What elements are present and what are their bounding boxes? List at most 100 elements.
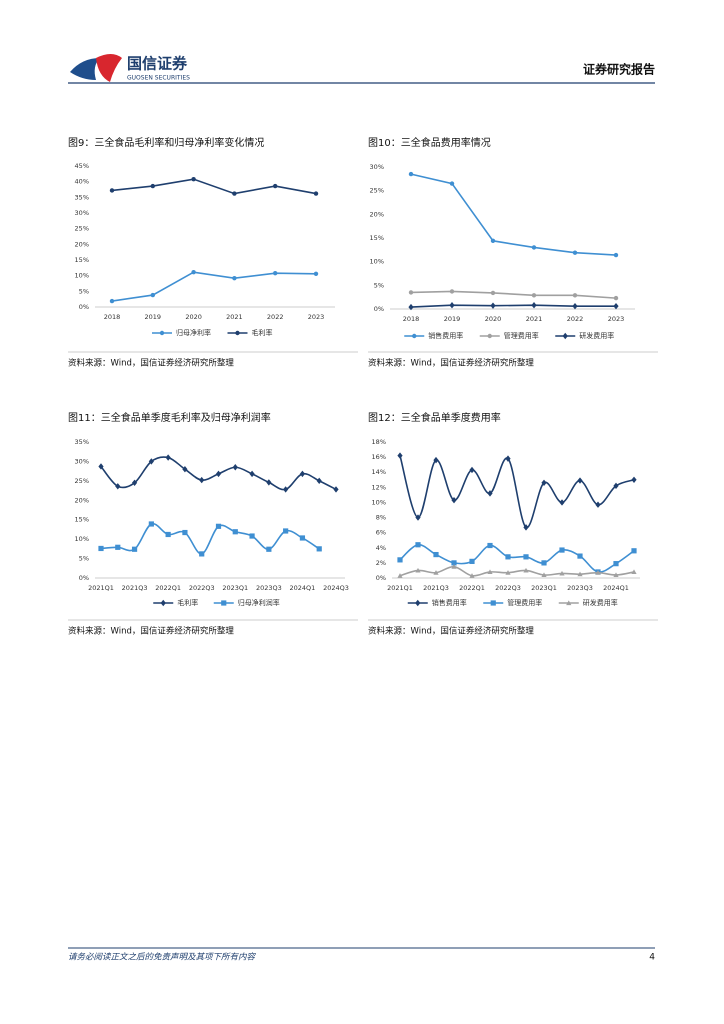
legend-label: 销售费用率 bbox=[432, 598, 467, 607]
marker bbox=[266, 546, 272, 552]
marker bbox=[487, 490, 493, 497]
marker bbox=[523, 567, 529, 573]
page-number: 4 bbox=[649, 953, 655, 963]
y-tick-label: 25% bbox=[75, 225, 89, 233]
marker bbox=[316, 477, 322, 485]
y-tick-label: 20% bbox=[370, 210, 384, 218]
marker bbox=[451, 496, 457, 504]
legend-label: 归母净利润率 bbox=[238, 598, 280, 607]
marker bbox=[613, 561, 619, 567]
marker bbox=[415, 567, 421, 573]
legend-marker bbox=[221, 600, 227, 606]
y-tick-label: 10% bbox=[372, 498, 386, 506]
legend-label: 毛利率 bbox=[177, 598, 198, 607]
marker bbox=[109, 188, 115, 193]
marker bbox=[131, 479, 138, 486]
marker bbox=[299, 535, 306, 541]
marker bbox=[115, 544, 121, 550]
y-tick-label: 10% bbox=[370, 258, 384, 266]
brand: 国信证券 bbox=[127, 55, 188, 73]
y-tick-label: 45% bbox=[75, 162, 89, 170]
x-tick-label: 2022Q1 bbox=[459, 584, 485, 592]
marker bbox=[109, 298, 115, 304]
x-tick-label: 2021 bbox=[226, 313, 243, 321]
y-tick-label: 6% bbox=[376, 529, 386, 537]
marker bbox=[490, 238, 496, 244]
marker bbox=[232, 275, 237, 281]
legend-label: 研发费用率 bbox=[583, 598, 618, 607]
marker bbox=[595, 501, 601, 508]
marker bbox=[313, 191, 319, 196]
marker bbox=[531, 293, 537, 298]
marker bbox=[613, 302, 619, 310]
marker bbox=[469, 466, 475, 474]
marker bbox=[199, 551, 205, 557]
legend-marker bbox=[490, 600, 496, 606]
marker bbox=[433, 551, 439, 558]
marker bbox=[249, 470, 255, 478]
marker bbox=[397, 452, 403, 459]
marker bbox=[249, 533, 255, 539]
marker bbox=[490, 290, 496, 296]
marker bbox=[613, 295, 619, 301]
y-tick-label: 25% bbox=[370, 187, 384, 195]
marker bbox=[266, 479, 272, 486]
marker bbox=[182, 529, 188, 536]
brand-en: GUOSEN SECURITIES bbox=[127, 75, 190, 82]
marker bbox=[415, 514, 421, 521]
series-line bbox=[399, 543, 635, 573]
series-line bbox=[399, 455, 635, 529]
series-line bbox=[410, 290, 617, 299]
marker bbox=[115, 483, 121, 490]
x-tick-label: 2020 bbox=[185, 313, 202, 321]
marker bbox=[449, 181, 455, 186]
y-tick-label: 30% bbox=[370, 163, 384, 171]
y-tick-label: 25% bbox=[75, 477, 89, 485]
marker bbox=[283, 486, 289, 493]
source: 资料来源：Wind，国信证券经济研究所整理 bbox=[68, 358, 234, 369]
x-tick-label: 2021Q1 bbox=[88, 584, 114, 592]
marker bbox=[232, 464, 238, 471]
marker bbox=[150, 292, 155, 298]
y-tick-label: 0% bbox=[79, 303, 89, 311]
series-line bbox=[111, 271, 317, 302]
marker bbox=[299, 470, 306, 478]
y-tick-label: 5% bbox=[374, 281, 384, 289]
x-tick-label: 2021Q3 bbox=[423, 584, 449, 592]
marker bbox=[131, 546, 138, 552]
marker bbox=[150, 183, 155, 189]
marker bbox=[572, 302, 578, 310]
marker bbox=[523, 524, 529, 531]
marker bbox=[98, 545, 104, 552]
y-tick-label: 15% bbox=[370, 234, 384, 242]
x-tick-label: 2023Q3 bbox=[567, 584, 593, 592]
marker bbox=[487, 569, 493, 575]
x-tick-label: 2018 bbox=[104, 313, 121, 321]
chart-title: 图11：三全食品单季度毛利率及归母净利润率 bbox=[68, 411, 271, 424]
marker bbox=[631, 569, 637, 575]
marker bbox=[523, 554, 529, 560]
x-tick-label: 2019 bbox=[444, 315, 461, 323]
marker bbox=[505, 455, 511, 462]
marker bbox=[182, 466, 188, 473]
x-tick-label: 2023Q1 bbox=[222, 584, 248, 592]
report-type: 证券研究报告 bbox=[583, 62, 655, 77]
marker bbox=[273, 270, 278, 276]
marker bbox=[572, 293, 578, 298]
y-tick-label: 35% bbox=[75, 438, 89, 446]
x-tick-label: 2022Q3 bbox=[495, 584, 521, 592]
marker bbox=[559, 547, 565, 553]
series-line bbox=[399, 565, 635, 577]
legend-marker bbox=[566, 600, 572, 606]
series-line bbox=[111, 178, 317, 195]
legend-label: 销售费用率 bbox=[428, 331, 463, 340]
legend-marker bbox=[562, 332, 568, 340]
marker bbox=[631, 476, 637, 483]
marker bbox=[469, 558, 475, 564]
source: 资料来源：Wind，国信证券经济研究所整理 bbox=[68, 626, 234, 637]
y-tick-label: 30% bbox=[75, 457, 89, 465]
marker bbox=[165, 531, 171, 538]
y-tick-label: 15% bbox=[75, 256, 89, 264]
x-tick-label: 2023 bbox=[308, 313, 325, 321]
marker bbox=[505, 570, 511, 575]
